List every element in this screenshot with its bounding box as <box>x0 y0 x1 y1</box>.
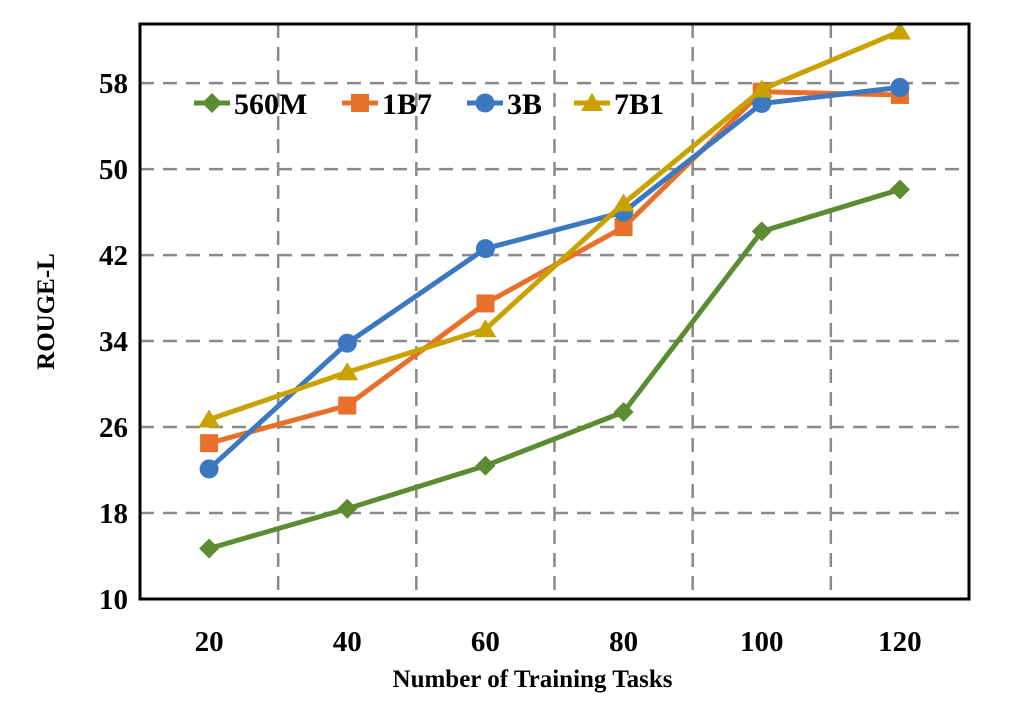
x-tick-label: 40 <box>333 626 362 658</box>
data-point-7b1 <box>750 79 773 98</box>
data-point-7b1 <box>612 193 635 212</box>
data-point-3b <box>475 239 495 259</box>
legend-label-1b7: 1B7 <box>382 88 432 121</box>
series-line-560m <box>206 187 903 551</box>
legend: 560M 1B7 3B 7B1 <box>194 88 664 121</box>
data-point-1b7 <box>476 294 495 313</box>
series-line-3b <box>206 84 903 472</box>
y-tick-label: 34 <box>99 326 128 358</box>
legend-item-3b: 3B <box>467 88 542 121</box>
series-7b1 <box>198 21 911 428</box>
x-tick-label: 80 <box>609 626 638 658</box>
series-line-7b1 <box>206 29 903 423</box>
legend-label-560m: 560M <box>234 88 307 121</box>
data-point-560m <box>613 401 634 422</box>
data-point-560m <box>751 221 772 242</box>
data-point-560m <box>199 538 220 559</box>
data-point-7b1 <box>888 21 911 40</box>
y-tick-label: 58 <box>99 68 128 100</box>
data-point-560m <box>337 498 358 519</box>
legend-marker-7b1 <box>581 93 603 111</box>
x-tick-label: 20 <box>195 626 224 658</box>
data-point-1b7 <box>338 396 357 415</box>
data-point-7b1 <box>336 362 359 381</box>
x-tick-label: 120 <box>878 626 922 658</box>
legend-marker-1b7 <box>351 94 369 112</box>
data-point-1b7 <box>614 218 633 237</box>
y-tick-label: 18 <box>99 498 128 530</box>
series-lines <box>198 21 911 559</box>
data-point-3b <box>890 77 910 97</box>
data-point-3b <box>337 333 357 353</box>
data-point-7b1 <box>198 409 221 428</box>
legend-item-560m: 560M <box>194 88 307 121</box>
y-axis-title: ROUGE-L <box>33 253 60 370</box>
x-tick-label: 60 <box>471 626 500 658</box>
plot-area-frame <box>138 22 971 601</box>
legend-label-3b: 3B <box>507 88 542 121</box>
legend-item-7b1: 7B1 <box>574 88 664 121</box>
legend-label-7b1: 7B1 <box>614 88 664 121</box>
y-tick-label: 10 <box>99 584 128 616</box>
x-tick-label: 100 <box>740 626 784 658</box>
legend-item-1b7: 1B7 <box>342 88 432 121</box>
tick-labels: 10 18 26 34 42 50 58 20 40 60 80 100 120 <box>99 68 922 658</box>
data-point-1b7 <box>200 434 219 453</box>
gridlines <box>140 24 969 599</box>
y-tick-label: 42 <box>99 240 128 272</box>
data-point-560m <box>889 179 910 200</box>
x-axis-title: Number of Training Tasks <box>393 666 673 693</box>
y-tick-label: 50 <box>99 154 128 186</box>
y-tick-label: 26 <box>99 412 128 444</box>
series-560m <box>199 179 910 559</box>
legend-marker-3b <box>475 93 495 113</box>
data-point-7b1 <box>474 319 497 338</box>
data-point-3b <box>199 459 219 479</box>
data-point-560m <box>475 455 496 476</box>
data-point-3b <box>752 94 772 114</box>
legend-marker-560m <box>202 93 222 113</box>
